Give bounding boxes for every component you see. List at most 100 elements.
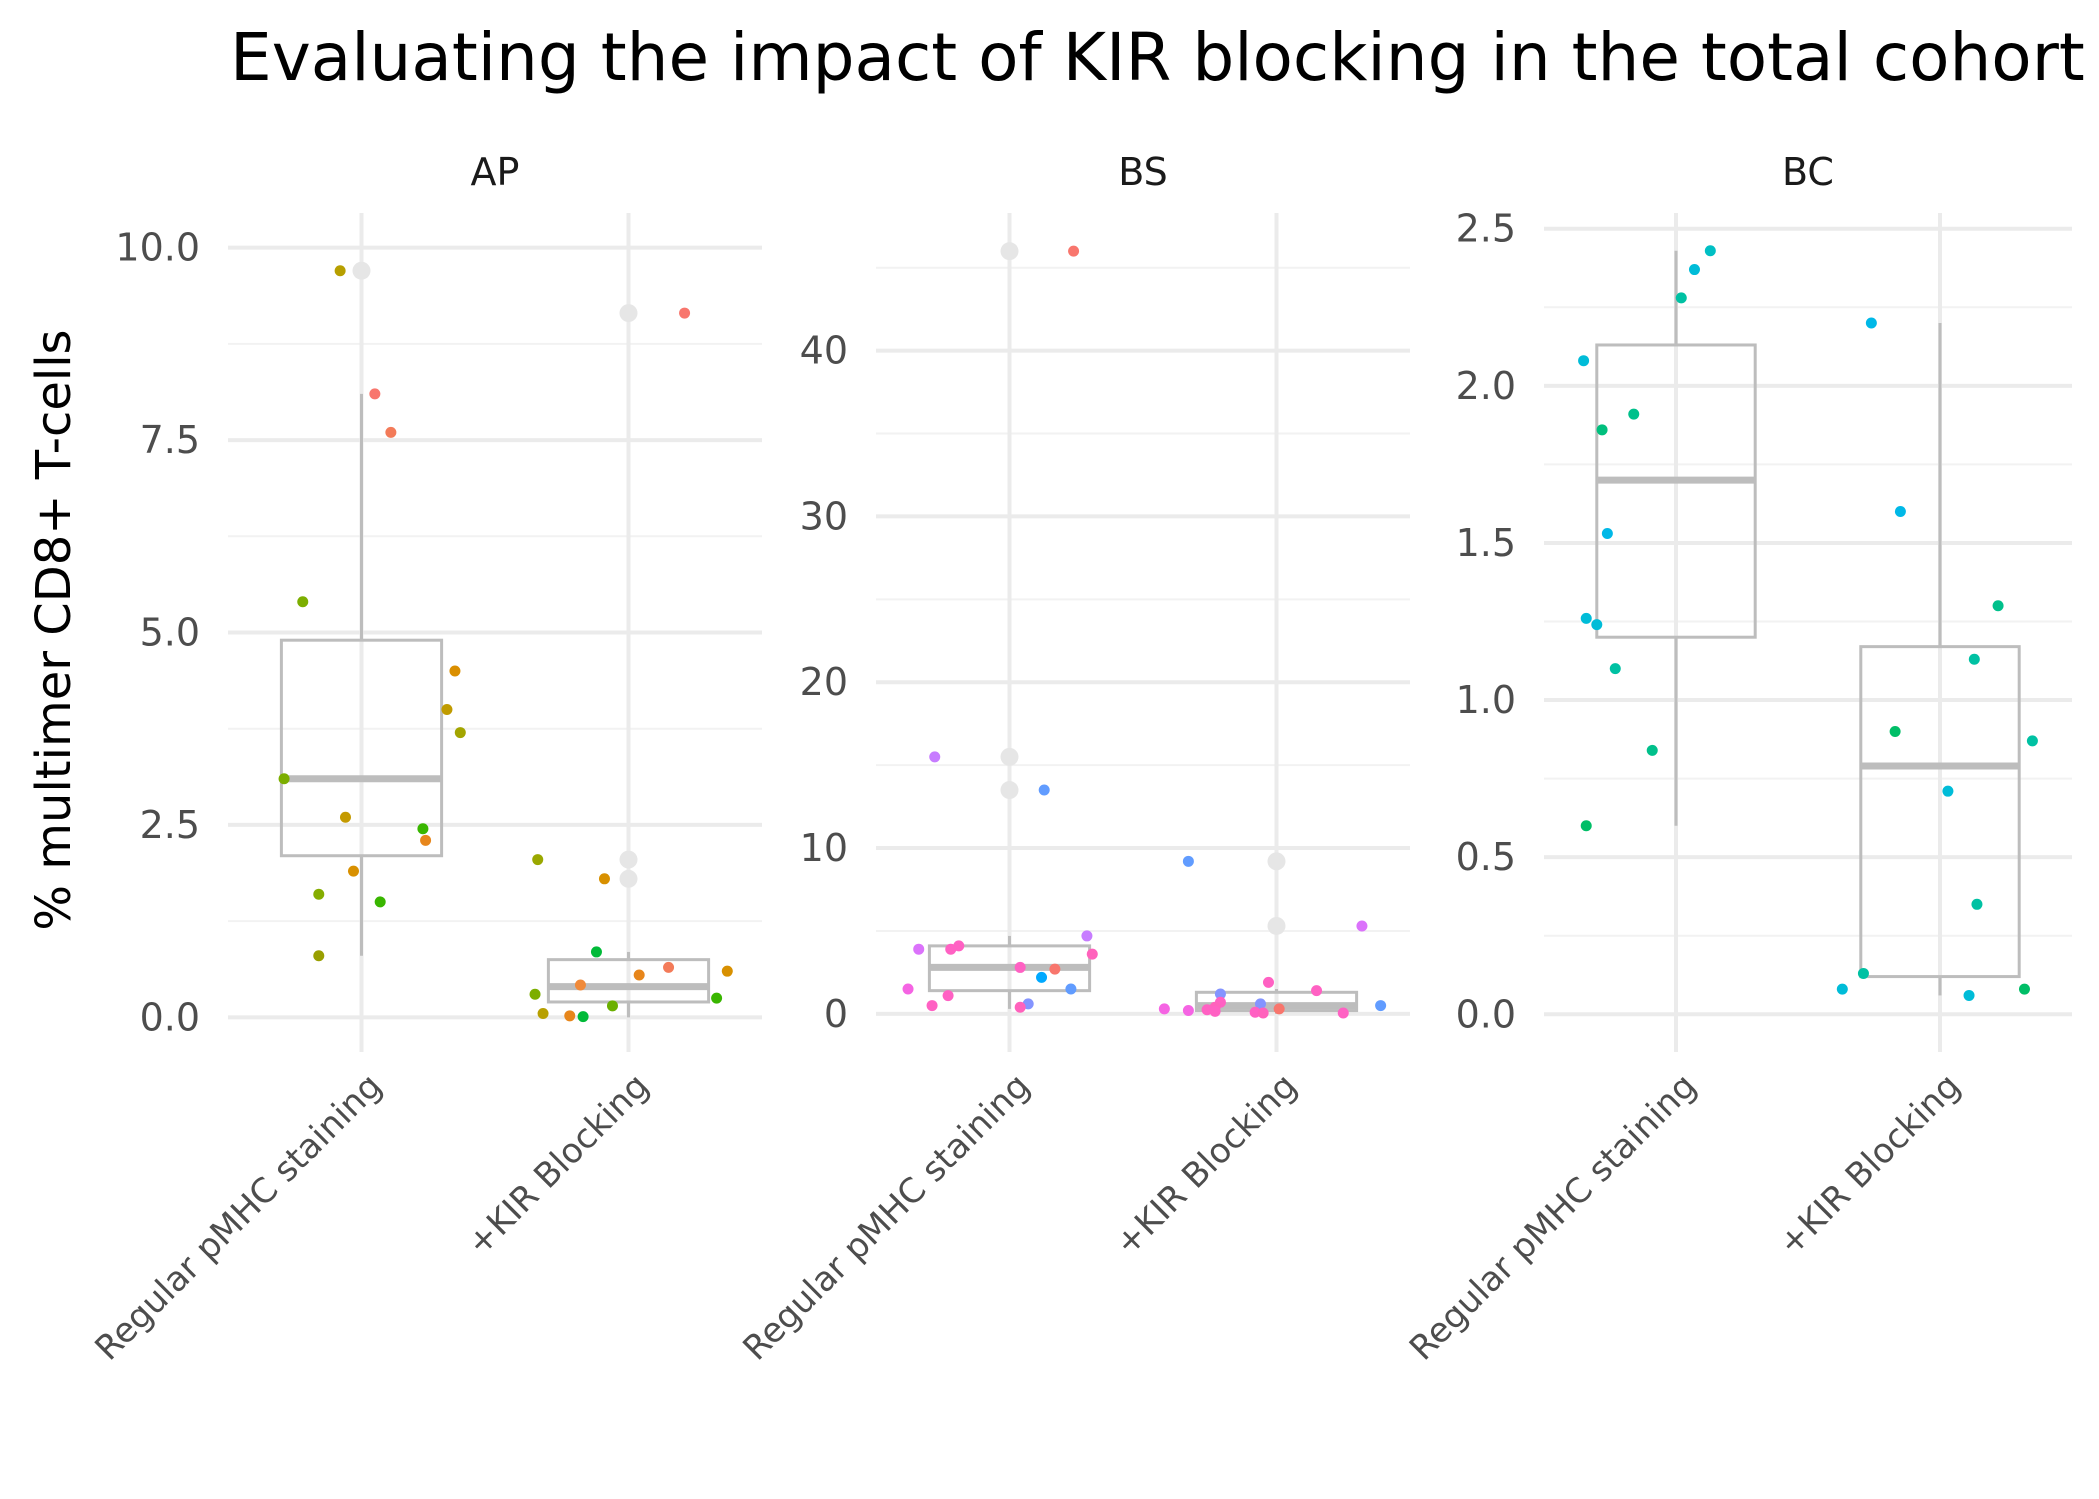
data-point bbox=[441, 703, 453, 715]
facet-panels: 0.0 2.5 5.0 7.5 10.0 AP Regular pMHC staining +… bbox=[87, 150, 2072, 1369]
data-point bbox=[369, 388, 381, 400]
data-point bbox=[564, 1010, 576, 1022]
data-point bbox=[633, 969, 645, 981]
x-tick-label: +KIR Blocking bbox=[459, 1066, 657, 1264]
data-point bbox=[590, 946, 602, 958]
y-tick-label: 2.5 bbox=[140, 803, 200, 847]
data-point bbox=[313, 888, 325, 900]
data-point bbox=[1704, 245, 1716, 257]
data-point bbox=[577, 1011, 589, 1023]
data-point bbox=[1836, 983, 1848, 995]
data-point bbox=[417, 823, 429, 835]
data-point bbox=[339, 811, 351, 823]
data-point bbox=[1036, 971, 1048, 983]
data-point bbox=[2018, 983, 2030, 995]
box-iqr bbox=[1859, 645, 2021, 979]
data-point bbox=[1628, 408, 1640, 420]
data-point bbox=[913, 943, 925, 955]
data-point bbox=[711, 992, 723, 1004]
data-point bbox=[1273, 1003, 1285, 1015]
data-point bbox=[1262, 976, 1274, 988]
y-tick-label: 1.0 bbox=[1456, 678, 1516, 722]
data-point bbox=[902, 983, 914, 995]
data-point bbox=[1580, 612, 1592, 624]
y-tick-label: 0 bbox=[824, 992, 848, 1036]
data-point bbox=[1609, 663, 1621, 675]
data-point bbox=[1337, 1007, 1349, 1019]
data-point bbox=[942, 990, 954, 1002]
data-point bbox=[1249, 1006, 1261, 1018]
box-outlier bbox=[1000, 781, 1019, 800]
box-outlier bbox=[619, 850, 638, 869]
data-point bbox=[1992, 600, 2004, 612]
facet-label: AP bbox=[471, 150, 520, 194]
x-tick-label: +KIR Blocking bbox=[1771, 1066, 1969, 1264]
data-point bbox=[1889, 725, 1901, 737]
data-point bbox=[926, 1000, 938, 1012]
y-axis-label: % multimer CD8+ T-cells bbox=[26, 329, 82, 930]
data-point bbox=[449, 665, 461, 677]
y-tick-label: 40 bbox=[800, 329, 848, 373]
y-tick-label: 10 bbox=[800, 826, 848, 870]
data-point bbox=[1014, 1001, 1026, 1013]
data-point bbox=[1601, 528, 1613, 540]
data-point bbox=[1182, 1005, 1194, 1017]
data-point bbox=[1158, 1003, 1170, 1015]
data-point bbox=[1214, 988, 1226, 1000]
panel-bc: 0.0 0.5 1.0 1.5 2.0 2.5 BC Regular pMHC stainin… bbox=[1402, 150, 2072, 1369]
data-point bbox=[347, 865, 359, 877]
data-point bbox=[532, 854, 544, 866]
data-point bbox=[1894, 506, 1906, 518]
box-iqr bbox=[1595, 343, 1757, 639]
data-point bbox=[1596, 424, 1608, 436]
data-point bbox=[1081, 930, 1093, 942]
data-point bbox=[1311, 985, 1323, 997]
data-point bbox=[574, 979, 586, 991]
data-point bbox=[945, 943, 957, 955]
data-point bbox=[313, 950, 325, 962]
box-iqr bbox=[279, 638, 444, 858]
data-point bbox=[1038, 784, 1050, 796]
y-tick-label: 0.0 bbox=[1456, 992, 1516, 1036]
data-point bbox=[529, 988, 541, 1000]
panel-bs: 0 10 20 30 40 BS Regular pMHC staining +KIR Blo… bbox=[735, 150, 1410, 1369]
data-point bbox=[1591, 619, 1603, 631]
data-point bbox=[1968, 653, 1980, 665]
y-tick-label: 0.0 bbox=[140, 995, 200, 1039]
data-point bbox=[1257, 1007, 1269, 1019]
data-point bbox=[1014, 961, 1026, 973]
data-point bbox=[1254, 998, 1266, 1010]
box-outlier bbox=[1267, 916, 1286, 935]
data-point bbox=[1068, 245, 1080, 257]
data-point bbox=[1646, 744, 1658, 756]
y-tick-label: 2.5 bbox=[1456, 207, 1516, 251]
facet-label: BC bbox=[1782, 150, 1834, 194]
y-tick-label: 10.0 bbox=[115, 226, 200, 270]
y-tick-label: 30 bbox=[800, 494, 848, 538]
data-point bbox=[1182, 855, 1194, 867]
y-tick-label: 2.0 bbox=[1456, 364, 1516, 408]
data-point bbox=[1675, 292, 1687, 304]
data-point bbox=[663, 961, 675, 973]
data-point bbox=[721, 965, 733, 977]
panel-ap: 0.0 2.5 5.0 7.5 10.0 AP Regular pMHC staining +… bbox=[87, 150, 762, 1369]
data-point bbox=[1857, 967, 1869, 979]
box-outlier bbox=[1000, 242, 1019, 261]
data-point bbox=[1963, 989, 1975, 1001]
data-point bbox=[1356, 920, 1368, 932]
data-point bbox=[454, 727, 466, 739]
data-point bbox=[1865, 317, 1877, 329]
x-tick-label: Regular pMHC staining bbox=[87, 1066, 389, 1368]
data-point bbox=[385, 426, 397, 438]
data-point bbox=[334, 265, 346, 277]
data-point bbox=[537, 1008, 549, 1020]
data-point bbox=[598, 873, 610, 885]
y-tick-label: 7.5 bbox=[140, 418, 200, 462]
y-tick-label: 20 bbox=[800, 660, 848, 704]
x-tick-label: +KIR Blocking bbox=[1107, 1066, 1305, 1264]
data-point bbox=[1065, 983, 1077, 995]
data-point bbox=[1049, 963, 1061, 975]
data-point bbox=[1209, 1005, 1221, 1017]
data-point bbox=[1971, 898, 1983, 910]
